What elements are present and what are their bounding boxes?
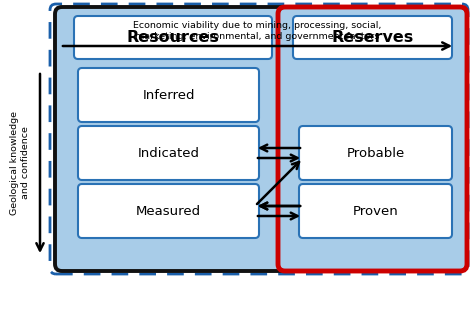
FancyBboxPatch shape (74, 16, 272, 59)
Text: Proven: Proven (353, 205, 398, 217)
FancyBboxPatch shape (299, 126, 452, 180)
Text: Economic viability due to mining, processing, social,
marketing, environmental, : Economic viability due to mining, proces… (133, 21, 381, 41)
FancyBboxPatch shape (278, 7, 467, 271)
Text: Resources: Resources (127, 30, 219, 45)
Text: Inferred: Inferred (142, 88, 195, 102)
Text: Measured: Measured (136, 205, 201, 217)
FancyBboxPatch shape (293, 16, 452, 59)
FancyBboxPatch shape (78, 126, 259, 180)
FancyBboxPatch shape (55, 7, 290, 271)
Text: Indicated: Indicated (137, 147, 200, 160)
FancyBboxPatch shape (78, 68, 259, 122)
Text: Reserves: Reserves (331, 30, 414, 45)
Text: Probable: Probable (346, 147, 405, 160)
Text: Geological knowledge
and confidence: Geological knowledge and confidence (10, 111, 30, 215)
FancyBboxPatch shape (78, 184, 259, 238)
FancyBboxPatch shape (299, 184, 452, 238)
